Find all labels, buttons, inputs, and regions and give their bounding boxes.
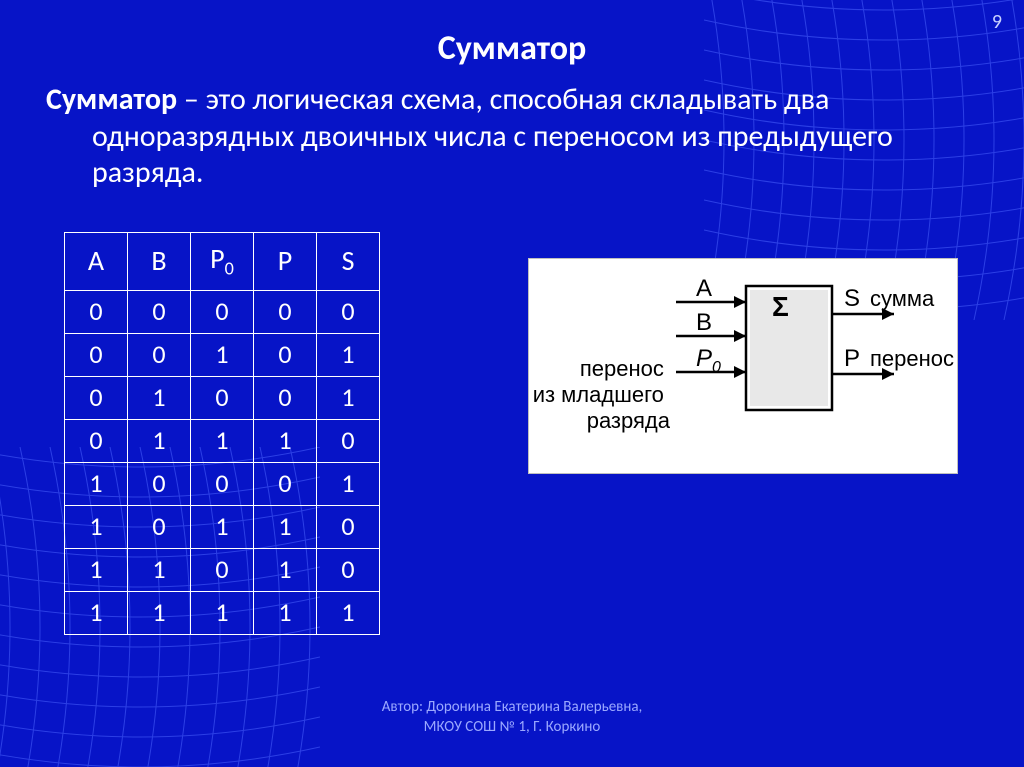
table-cell: 1	[128, 376, 191, 419]
table-cell: 1	[254, 505, 317, 548]
input-b-label: B	[696, 309, 712, 336]
table-cell: 0	[317, 290, 380, 333]
table-cell: 0	[191, 548, 254, 591]
table-cell: 0	[128, 505, 191, 548]
table-header: P	[254, 233, 317, 291]
output-p-label: P	[844, 345, 860, 372]
definition-text: Сумматор – это логическая схема, способн…	[46, 82, 978, 192]
table-row: 10001	[65, 462, 380, 505]
table-row: 11010	[65, 548, 380, 591]
table-header: P0	[191, 233, 254, 291]
table-cell: 0	[191, 462, 254, 505]
definition-rest: – это логическая схема, способная склады…	[92, 81, 893, 191]
table-cell: 1	[254, 419, 317, 462]
table-cell: 1	[128, 591, 191, 634]
table-cell: 0	[191, 290, 254, 333]
table-cell: 1	[254, 548, 317, 591]
input-p0-label: P0	[696, 345, 721, 376]
table-cell: 0	[65, 290, 128, 333]
table-cell: 1	[128, 419, 191, 462]
table-cell: 0	[254, 290, 317, 333]
table-cell: 1	[191, 419, 254, 462]
table-cell: 1	[65, 505, 128, 548]
table-cell: 1	[191, 591, 254, 634]
table-cell: 1	[191, 505, 254, 548]
input-a-label: A	[696, 275, 712, 302]
output-s-caption: сумма	[870, 286, 935, 311]
table-cell: 1	[317, 462, 380, 505]
table-header: B	[128, 233, 191, 291]
footer-school: МКОУ СОШ № 1, Г. Коркино	[0, 717, 1024, 737]
output-p-caption: перенос	[870, 346, 954, 371]
table-row: 01001	[65, 376, 380, 419]
slide-title: Сумматор	[0, 28, 1024, 69]
table-cell: 1	[317, 591, 380, 634]
table-cell: 0	[191, 376, 254, 419]
table-cell: 1	[317, 333, 380, 376]
adder-diagram: Σ A B P0 перенос из младшего разряда	[528, 258, 958, 474]
table-header: S	[317, 233, 380, 291]
table-row: 00000	[65, 290, 380, 333]
footer-author: Автор: Доронина Екатерина Валерьевна,	[0, 697, 1024, 717]
table-cell: 0	[254, 462, 317, 505]
table-cell: 0	[317, 419, 380, 462]
table-cell: 0	[65, 333, 128, 376]
table-cell: 1	[191, 333, 254, 376]
table-header: A	[65, 233, 128, 291]
table-row: 00101	[65, 333, 380, 376]
table-cell: 0	[128, 462, 191, 505]
table-row: 01110	[65, 419, 380, 462]
table-cell: 1	[317, 376, 380, 419]
table-cell: 0	[65, 419, 128, 462]
definition-term: Сумматор	[46, 81, 177, 118]
table-cell: 0	[128, 333, 191, 376]
slide: 9 Сумматор Сумматор – это логическая схе…	[0, 0, 1024, 767]
sigma-label: Σ	[772, 291, 789, 322]
table-cell: 0	[254, 376, 317, 419]
table-cell: 1	[65, 548, 128, 591]
table-cell: 0	[65, 376, 128, 419]
table-cell: 0	[317, 505, 380, 548]
table-cell: 1	[254, 591, 317, 634]
carry-in-caption: перенос из младшего разряда	[533, 356, 671, 433]
output-s-label: S	[844, 285, 860, 312]
table-row: 10110	[65, 505, 380, 548]
table-cell: 1	[128, 548, 191, 591]
table-cell: 0	[317, 548, 380, 591]
table-cell: 0	[254, 333, 317, 376]
footer: Автор: Доронина Екатерина Валерьевна, МК…	[0, 697, 1024, 738]
table-row: 11111	[65, 591, 380, 634]
table-cell: 0	[128, 290, 191, 333]
table-cell: 1	[65, 591, 128, 634]
truth-table: ABP0PS 000000010101001011101000110110110…	[64, 232, 380, 635]
table-cell: 1	[65, 462, 128, 505]
